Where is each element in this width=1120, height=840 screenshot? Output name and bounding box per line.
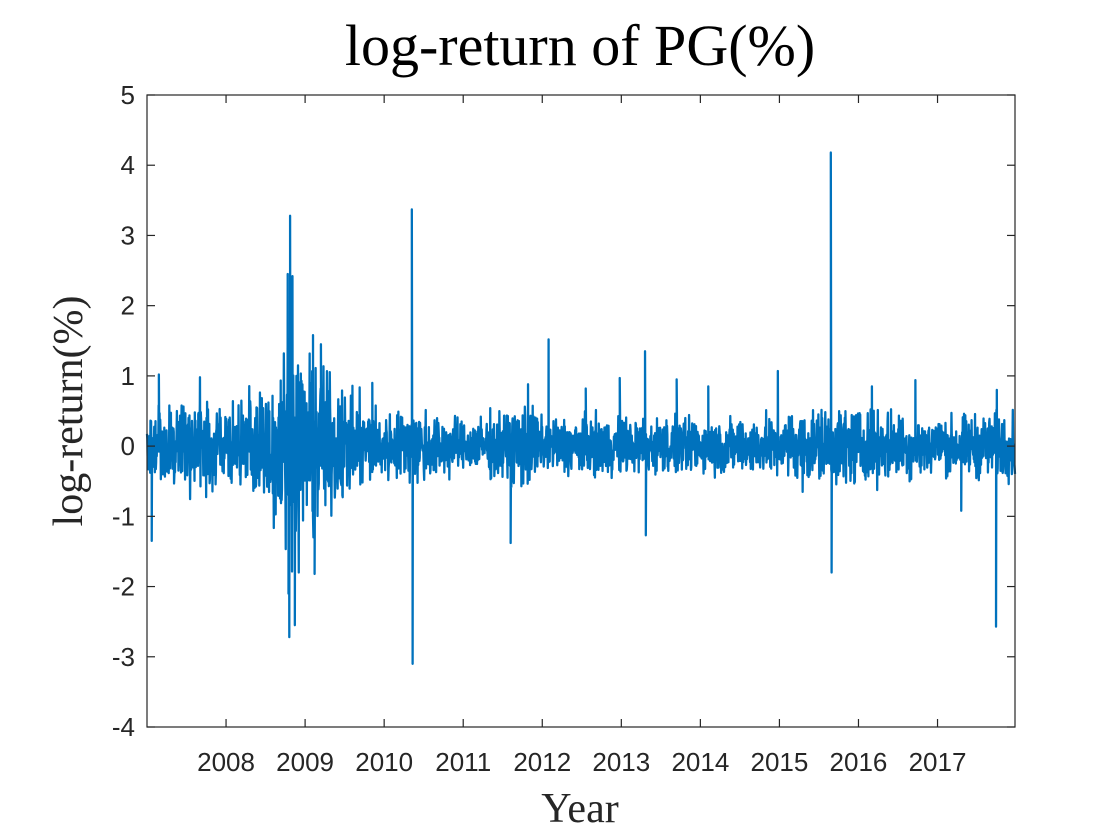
y-tick-label: 2 bbox=[121, 291, 135, 321]
y-tick-label: -1 bbox=[112, 501, 135, 531]
y-axis-ticks: -4 -3 -2 -1 0 1 2 3 4 5 bbox=[112, 80, 1015, 742]
x-tick-label: 2010 bbox=[355, 747, 413, 777]
y-tick-label: -2 bbox=[112, 572, 135, 602]
y-tick-label: 0 bbox=[121, 431, 135, 461]
x-tick-label: 2012 bbox=[513, 747, 571, 777]
x-axis-title: Year bbox=[541, 786, 618, 832]
plot-area bbox=[147, 95, 1015, 727]
x-tick-label: 2016 bbox=[830, 747, 888, 777]
y-tick-label: 5 bbox=[121, 80, 135, 110]
x-tick-label: 2008 bbox=[197, 747, 255, 777]
y-tick-label: -4 bbox=[112, 712, 135, 742]
data-series-line bbox=[145, 151, 1017, 665]
axes-box bbox=[146, 94, 1016, 728]
x-tick-label: 2014 bbox=[671, 747, 729, 777]
y-tick-label: 4 bbox=[121, 150, 135, 180]
x-axis-ticks: 2008 2009 2010 2011 2012 2013 2014 2015 2016 2017 bbox=[197, 95, 966, 777]
x-tick-label: 2009 bbox=[276, 747, 334, 777]
x-tick-label: 2017 bbox=[909, 747, 967, 777]
x-tick-label: 2015 bbox=[751, 747, 809, 777]
y-tick-label: -3 bbox=[112, 642, 135, 672]
y-tick-label: 3 bbox=[121, 220, 135, 250]
x-tick-label: 2011 bbox=[435, 747, 491, 777]
y-axis-title: log-return(%) bbox=[46, 296, 92, 527]
chart-title: log-return of PG(%) bbox=[345, 13, 815, 78]
x-tick-label: 2013 bbox=[592, 747, 650, 777]
y-tick-label: 1 bbox=[121, 361, 135, 391]
